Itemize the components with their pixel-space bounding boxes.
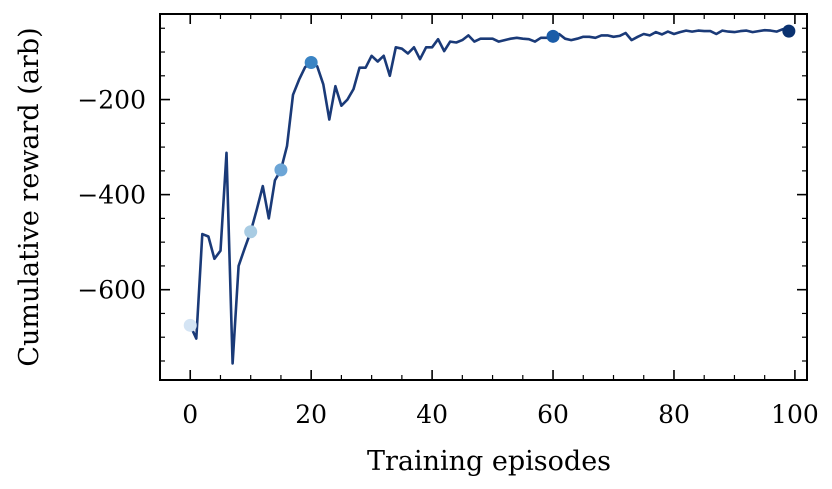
data-point-marker bbox=[546, 29, 560, 43]
data-point-marker bbox=[244, 225, 258, 239]
x-tick-label: 80 bbox=[658, 400, 690, 429]
data-point-marker bbox=[274, 163, 288, 177]
y-axis-label: Cumulative reward (arb) bbox=[14, 27, 45, 366]
x-tick-labels: 0 20 40 60 80 100 bbox=[182, 400, 818, 429]
x-tick-label: 40 bbox=[416, 400, 448, 429]
y-tick-label: −200 bbox=[77, 86, 146, 115]
x-tick-label: 60 bbox=[537, 400, 569, 429]
highlight-markers bbox=[183, 24, 796, 332]
data-point-marker bbox=[304, 55, 318, 69]
y-tick-label: −400 bbox=[77, 181, 146, 210]
x-tick-label: 0 bbox=[182, 400, 198, 429]
x-axis-label: Training episodes bbox=[367, 446, 611, 477]
axis-ticks bbox=[160, 14, 807, 380]
y-tick-labels: −200 −400 −600 bbox=[77, 86, 146, 305]
x-tick-label: 20 bbox=[295, 400, 327, 429]
data-point-marker bbox=[782, 24, 796, 38]
x-tick-label: 100 bbox=[771, 400, 819, 429]
data-point-marker bbox=[183, 318, 197, 332]
y-tick-label: −600 bbox=[77, 276, 146, 305]
reward-series-line bbox=[189, 27, 790, 365]
plot-frame bbox=[159, 13, 808, 381]
